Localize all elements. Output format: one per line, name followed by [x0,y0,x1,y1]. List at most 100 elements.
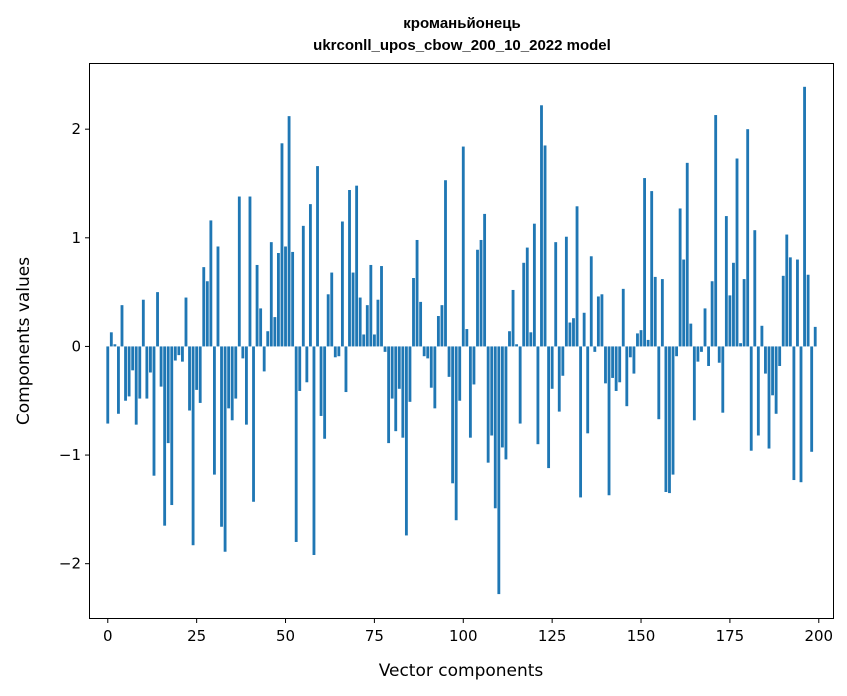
bar [454,346,458,521]
bar [280,143,284,347]
bar [138,346,142,399]
bar [760,325,764,347]
bar [401,346,405,438]
bar [120,305,124,347]
bar [618,346,622,383]
x-tick-label: 125 [538,627,567,645]
bar [685,162,689,347]
bar [365,305,369,347]
bar [660,279,664,347]
bar [394,346,398,432]
y-tick-label: 2 [71,120,81,138]
bar [593,346,597,352]
bar [714,115,718,347]
bar [735,158,739,347]
bar [664,346,668,492]
bar [188,346,191,411]
bar [604,346,607,384]
bar [643,178,646,347]
bar [547,346,551,469]
x-tick-label: 150 [627,627,656,645]
bar [330,272,334,347]
y-tick-label: 0 [71,337,81,355]
chart-title: кроманьйонець [403,15,520,32]
bar [109,332,113,347]
x-tick-label: 75 [365,627,384,645]
bar [408,346,412,402]
bar [294,346,298,542]
bar [369,264,373,347]
bar [785,234,789,347]
bar [383,346,387,352]
bar [412,278,415,347]
bar [586,346,590,434]
bar [234,346,238,399]
bar [205,281,209,347]
bar [390,346,394,399]
bar [259,308,263,347]
bar [415,239,419,347]
y-tick-label: −2 [59,555,81,573]
bar [451,346,455,484]
bar [355,185,359,347]
bar [312,346,316,555]
bar [195,346,199,390]
bar [483,213,487,347]
bar [689,323,693,347]
bar [227,346,231,409]
bar [696,346,700,362]
bar [358,297,362,347]
x-tick-label: 50 [276,627,295,645]
bar [650,191,654,347]
x-tick-label: 200 [804,627,833,645]
bar [589,256,593,347]
bar [561,346,565,376]
bar [742,279,746,347]
bar [749,346,753,451]
bar [276,253,280,347]
bar [540,105,543,347]
bar [124,346,127,401]
bar [220,346,223,527]
bar [764,346,767,374]
bar [810,346,814,452]
bar [778,346,782,366]
bar [746,129,750,347]
bar [653,276,657,347]
bar [173,346,177,361]
bar [611,346,615,378]
bar [554,242,558,347]
bar [803,86,806,347]
bar [387,346,391,444]
bar [252,346,255,502]
bar [216,246,220,347]
bar [170,346,174,506]
x-tick-label: 175 [716,627,745,645]
bar [632,346,636,374]
bar [166,346,170,444]
bar [500,346,504,448]
bar [550,346,554,389]
bar [536,346,540,445]
bar [340,221,344,347]
bar [436,316,440,347]
bar [792,346,796,481]
bar [518,346,522,424]
bar [422,346,426,357]
y-axis-ticks: −2 −1 0 1 2 [59,120,90,573]
bar [636,333,639,347]
bar [323,346,327,439]
bar [344,346,348,393]
bar [568,322,572,347]
bar [646,339,650,347]
bar [721,346,725,413]
bar [305,346,309,383]
bar [579,346,583,498]
bar [447,346,451,377]
bar [515,344,519,347]
bar [575,206,579,347]
bar [700,346,703,352]
bar [472,346,476,385]
bar [486,346,490,463]
